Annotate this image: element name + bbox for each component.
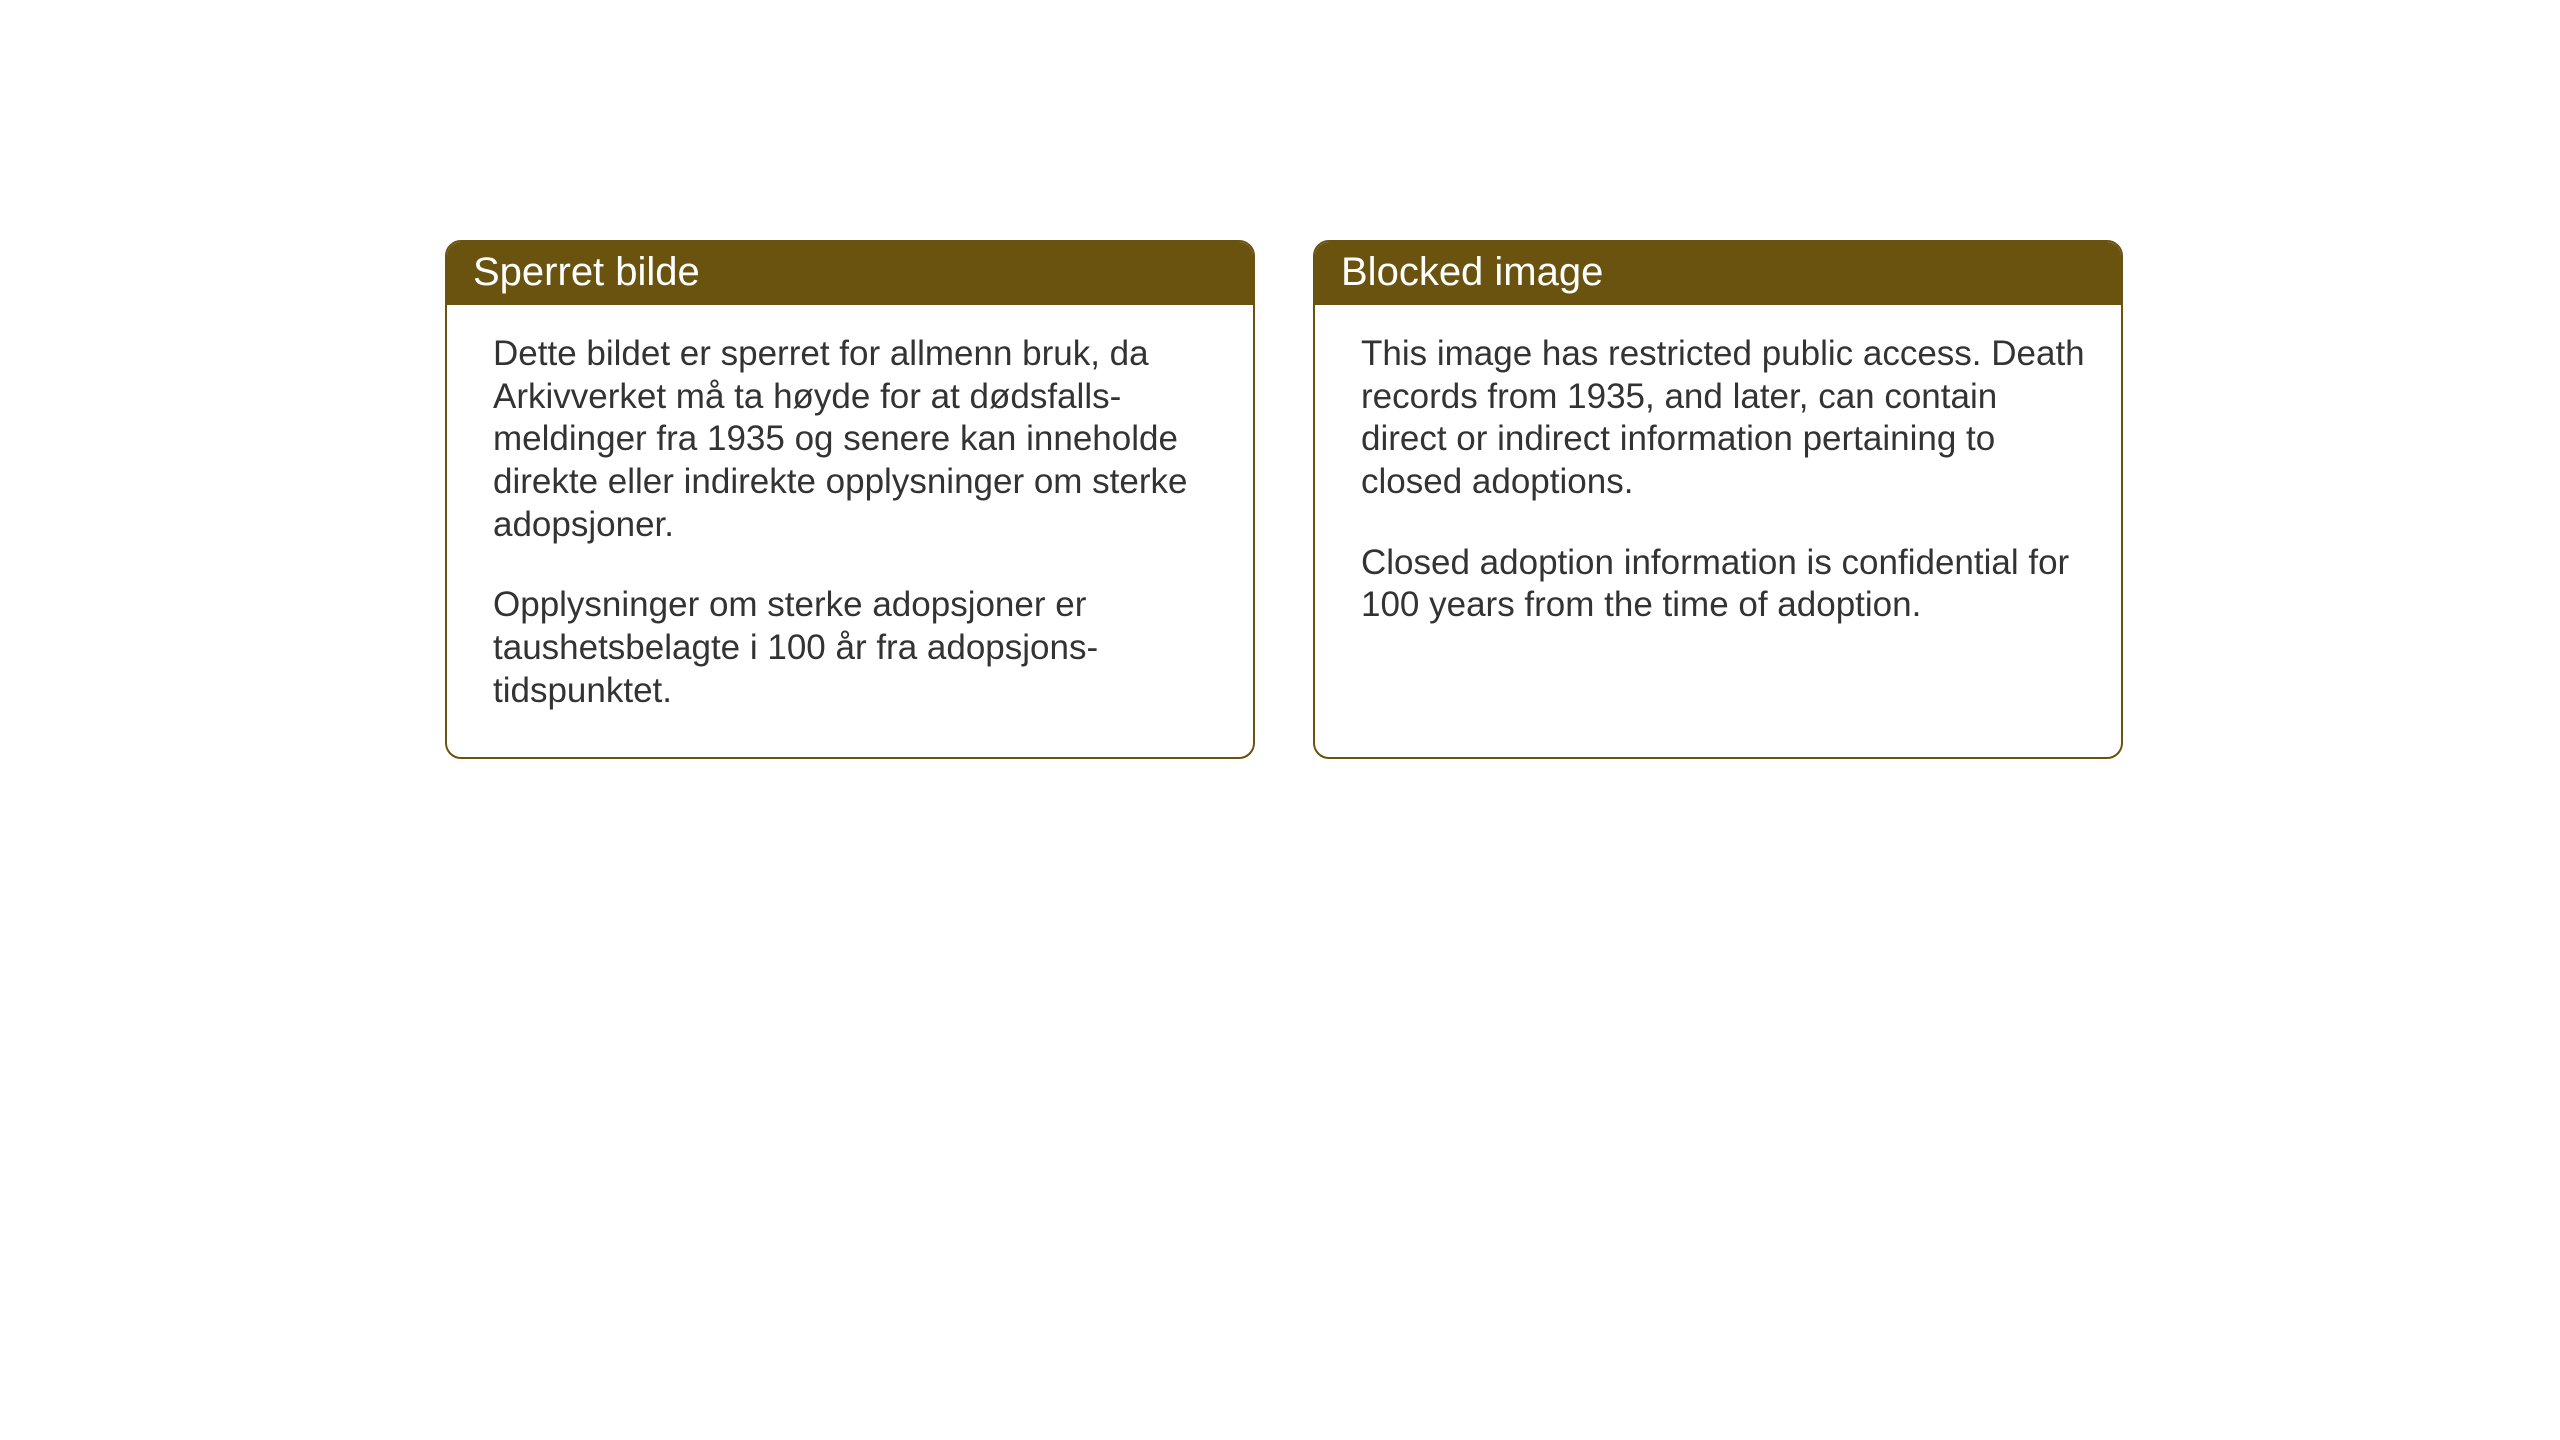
english-card-body: This image has restricted public access.… [1315, 305, 2121, 671]
english-paragraph-1: This image has restricted public access.… [1361, 333, 2085, 504]
norwegian-card-title: Sperret bilde [447, 242, 1253, 305]
norwegian-notice-card: Sperret bilde Dette bildet er sperret fo… [445, 240, 1255, 759]
english-paragraph-2: Closed adoption information is confident… [1361, 542, 2085, 627]
norwegian-card-body: Dette bildet er sperret for allmenn bruk… [447, 305, 1253, 757]
norwegian-paragraph-1: Dette bildet er sperret for allmenn bruk… [493, 333, 1217, 546]
notice-container: Sperret bilde Dette bildet er sperret fo… [445, 240, 2123, 759]
english-card-title: Blocked image [1315, 242, 2121, 305]
norwegian-paragraph-2: Opplysninger om sterke adopsjoner er tau… [493, 584, 1217, 712]
english-notice-card: Blocked image This image has restricted … [1313, 240, 2123, 759]
